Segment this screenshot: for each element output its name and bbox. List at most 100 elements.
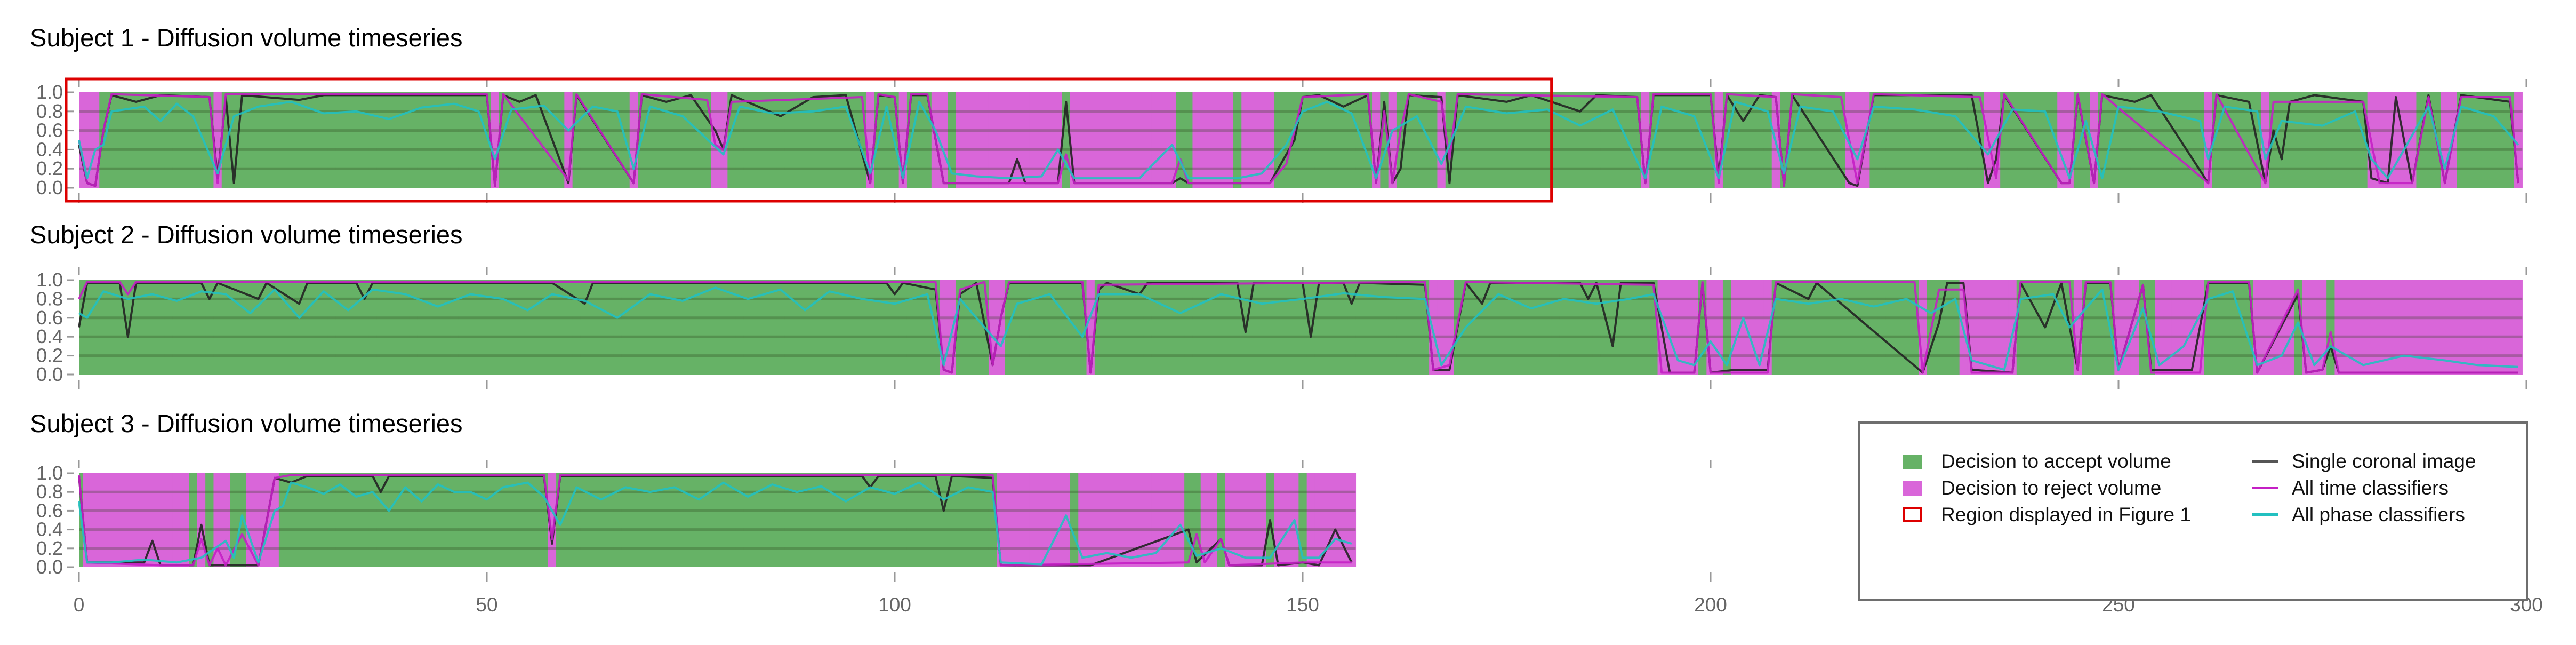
accept-bar	[719, 280, 728, 375]
accept-bar	[2139, 92, 2148, 188]
reject-bar	[997, 280, 1006, 375]
accept-bar	[589, 280, 598, 375]
accept-bar	[1559, 280, 1568, 375]
accept-bar	[205, 473, 214, 567]
accept-bar	[238, 280, 247, 375]
accept-bar	[1527, 280, 1536, 375]
reject-bar	[1029, 473, 1038, 567]
accept-bar	[1249, 280, 1258, 375]
reject-bar	[1111, 92, 1120, 188]
legend-single-coronal: Single coronal image	[2292, 450, 2476, 472]
reject-bar	[997, 473, 1006, 567]
accept-bar	[686, 473, 695, 567]
accept-bar	[360, 280, 369, 375]
accept-bar	[572, 473, 581, 567]
accept-bar	[393, 92, 402, 188]
accept-bar	[1828, 92, 1837, 188]
accept-bar	[662, 92, 671, 188]
accept-bar	[556, 280, 565, 375]
accept-bar	[1633, 280, 1642, 375]
accept-bar	[646, 473, 655, 567]
accept-bar	[1543, 280, 1552, 375]
accept-bar	[303, 473, 312, 567]
y-tick-label: 1.0	[36, 462, 63, 484]
accept-bar	[124, 280, 133, 375]
accept-bar	[915, 473, 924, 567]
accept-bar	[466, 280, 475, 375]
accept-bar	[491, 473, 500, 567]
accept-bar	[262, 280, 271, 375]
reject-bar	[980, 92, 989, 188]
accept-bar	[1046, 280, 1054, 375]
accept-bar	[434, 473, 443, 567]
accept-bar	[1576, 92, 1585, 188]
accept-bar	[2025, 92, 2033, 188]
accept-bar	[1298, 473, 1307, 567]
accept-bar	[1282, 280, 1291, 375]
reject-bar	[2351, 280, 2360, 375]
reject-bar	[1103, 92, 1112, 188]
accept-bar	[1470, 280, 1479, 375]
accept-bar	[458, 473, 467, 567]
accept-bar	[1576, 280, 1585, 375]
accept-bar	[295, 473, 304, 567]
reject-bar	[2457, 280, 2466, 375]
accept-bar	[1396, 280, 1405, 375]
reject-bar	[83, 92, 92, 188]
accept-bar	[1877, 92, 1887, 188]
reject-bar	[1054, 473, 1063, 567]
accept-bar	[768, 280, 777, 375]
subject-1-plot: 0.00.20.40.60.81.0	[36, 77, 2527, 203]
accept-bar	[1511, 280, 1520, 375]
accept-bar	[727, 280, 736, 375]
accept-bar	[817, 280, 826, 375]
accept-bar	[1413, 92, 1422, 188]
accept-bar	[1837, 92, 1846, 188]
accept-bar	[1062, 280, 1071, 375]
accept-bar	[213, 280, 222, 375]
accept-bar	[1486, 280, 1495, 375]
reject-bar	[1241, 92, 1250, 188]
accept-bar	[156, 92, 165, 188]
accept-bar	[466, 473, 475, 567]
accept-bar	[703, 473, 712, 567]
accept-bar	[344, 473, 353, 567]
accept-bar	[1372, 280, 1381, 375]
accept-bar	[841, 92, 850, 188]
accept-bar	[776, 473, 785, 567]
accept-bar	[2033, 92, 2042, 188]
y-tick-label: 0.0	[36, 556, 63, 578]
x-tick-label: 0	[74, 594, 85, 616]
accept-bar	[1168, 280, 1177, 375]
accept-bar	[752, 92, 761, 188]
reject-bar	[964, 92, 973, 188]
reject-bar	[91, 473, 100, 567]
accept-bar	[654, 473, 663, 567]
accept-bar	[1388, 280, 1397, 375]
accept-bar	[580, 473, 589, 567]
accept-bar	[2082, 280, 2091, 375]
phase-classifiers-line	[78, 481, 1352, 566]
accept-bar	[515, 280, 524, 375]
reject-bar	[1111, 473, 1120, 567]
accept-bar	[1731, 92, 1740, 188]
reject-bar	[2359, 280, 2368, 375]
accept-bar	[1355, 280, 1365, 375]
accept-bar	[523, 473, 532, 567]
accept-bar	[670, 280, 679, 375]
accept-bar	[735, 473, 744, 567]
reject-bar	[1853, 92, 1862, 188]
accept-bar	[2196, 92, 2205, 188]
accept-bar	[760, 280, 769, 375]
reject-bar	[2433, 280, 2441, 375]
accept-bar	[1747, 92, 1756, 188]
accept-bar	[401, 473, 410, 567]
accept-bar	[246, 92, 255, 188]
reject-bar	[254, 473, 263, 567]
reject-bar	[988, 92, 997, 188]
accept-bar	[434, 280, 443, 375]
accept-bar	[475, 473, 483, 567]
accept-bar	[597, 92, 606, 188]
reject-bar	[107, 473, 116, 567]
